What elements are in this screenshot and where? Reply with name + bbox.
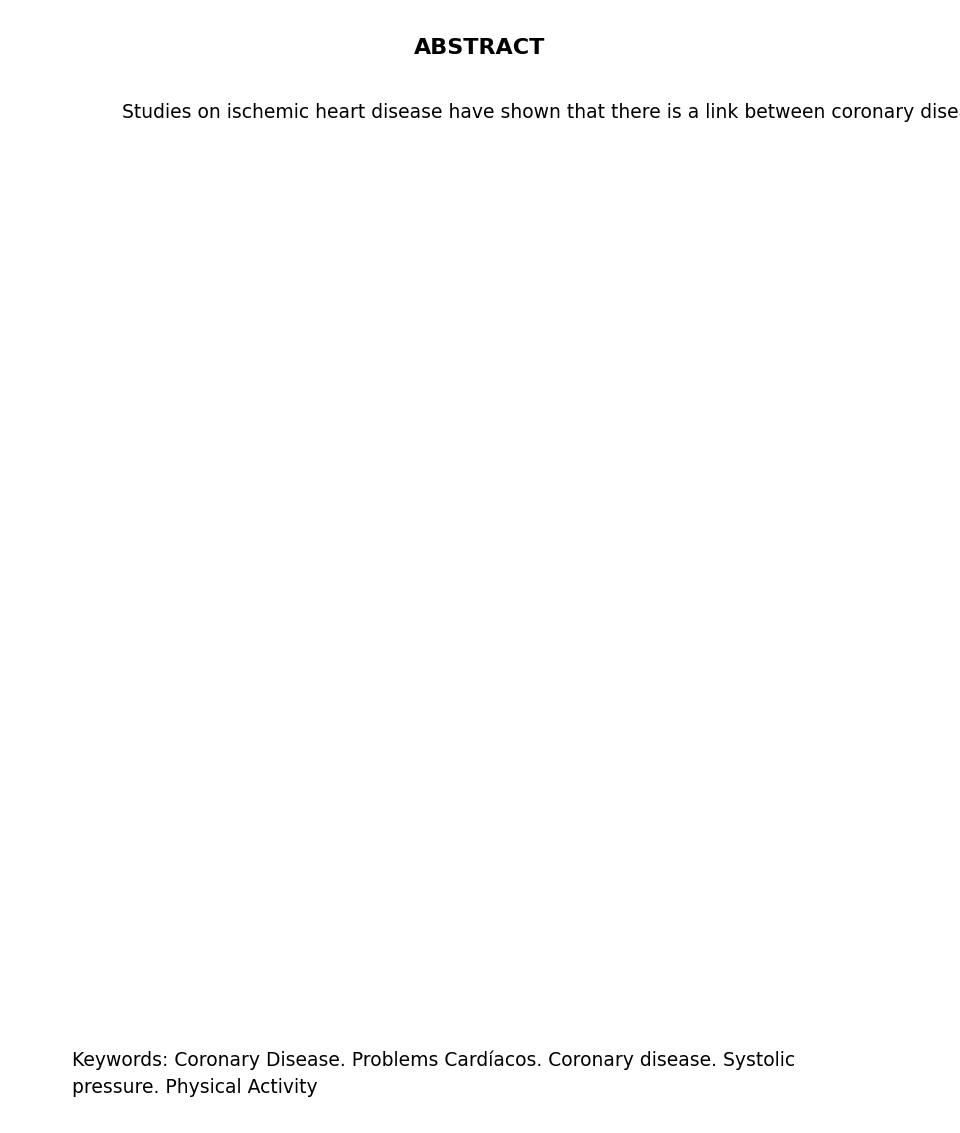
Text: ABSTRACT: ABSTRACT bbox=[415, 39, 545, 58]
Text: Keywords: Coronary Disease. Problems Cardíacos. Coronary disease. Systolic
press: Keywords: Coronary Disease. Problems Car… bbox=[72, 1051, 795, 1097]
Text: Studies on ischemic heart disease have shown that there is a link between corona: Studies on ischemic heart disease have s… bbox=[122, 103, 960, 122]
